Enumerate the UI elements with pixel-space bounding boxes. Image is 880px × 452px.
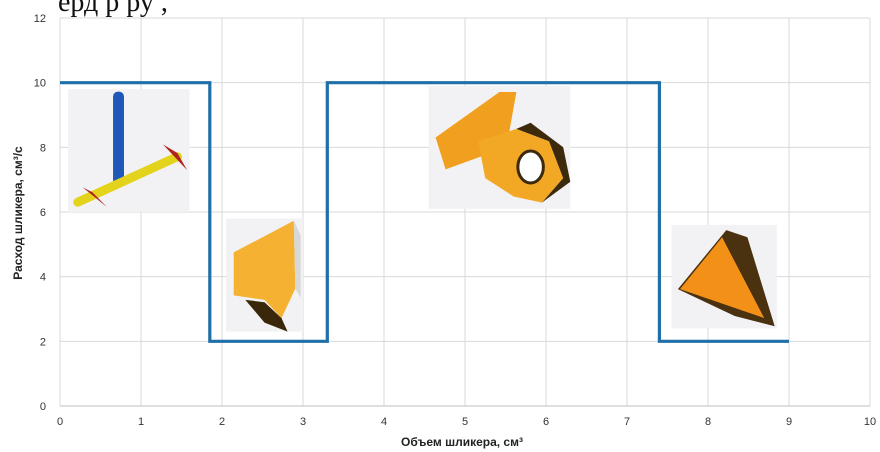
triangle-face-shape xyxy=(680,237,765,319)
x-tick-label-10: 10 xyxy=(864,416,876,428)
x-tick-label-8: 8 xyxy=(705,416,711,428)
vertical-rod-shape xyxy=(113,91,124,185)
x-tick-labels: 0 1 2 3 4 5 6 7 8 9 10 xyxy=(57,416,876,428)
top-caption: ерд р ру , xyxy=(58,0,168,18)
y-tick-labels: 0 2 4 6 8 10 12 xyxy=(34,13,46,413)
y-tick-label-4: 4 xyxy=(40,272,46,284)
triangle-part-image xyxy=(671,224,777,329)
wedge-part-image xyxy=(226,218,303,332)
x-tick-label-4: 4 xyxy=(381,416,387,428)
x-tick-label-0: 0 xyxy=(57,416,63,428)
data-series xyxy=(60,81,789,343)
x-tick-label-3: 3 xyxy=(300,416,306,428)
x-tick-label-5: 5 xyxy=(462,416,468,428)
x-axis-title: Объем шликера, см³ xyxy=(401,435,523,449)
y-tick-label-10: 10 xyxy=(34,78,46,90)
y-tick-label-0: 0 xyxy=(40,401,46,413)
x-tick-label-9: 9 xyxy=(786,416,792,428)
red-fin-left-shape xyxy=(82,187,107,208)
x-tick-label-6: 6 xyxy=(543,416,549,428)
x-tick-label-7: 7 xyxy=(624,416,630,428)
y-tick-label-2: 2 xyxy=(40,336,46,348)
part-illustrations xyxy=(68,85,777,332)
wedge-shadow-shape xyxy=(245,299,288,332)
y-tick-label-8: 8 xyxy=(40,142,46,154)
series-line-0 xyxy=(60,81,789,343)
y-axis-title: Расход шликера, см³/с xyxy=(11,146,25,280)
bracket-shadow-shape xyxy=(516,122,571,203)
wedge-side-shape xyxy=(293,220,301,298)
bracket-part-image xyxy=(428,85,571,209)
red-fin-right-shape xyxy=(162,144,188,171)
axes-model-image xyxy=(68,89,190,212)
wedge-face-shape xyxy=(233,220,296,319)
x-tick-label-1: 1 xyxy=(138,416,144,428)
bracket-hole-shape xyxy=(516,149,545,185)
y-tick-label-12: 12 xyxy=(34,13,46,25)
y-tick-label-6: 6 xyxy=(40,207,46,219)
x-tick-label-2: 2 xyxy=(219,416,225,428)
